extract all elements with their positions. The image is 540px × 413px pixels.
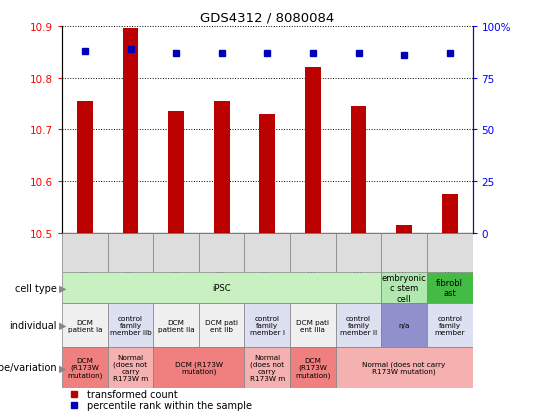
Bar bbox=[381, 273, 427, 304]
Text: Normal (does not carry
R173W mutation): Normal (does not carry R173W mutation) bbox=[362, 361, 446, 375]
Text: control
family
member: control family member bbox=[434, 315, 465, 335]
Bar bbox=[107, 304, 153, 347]
Bar bbox=[381, 233, 427, 273]
Text: iPSC: iPSC bbox=[212, 284, 231, 292]
Text: individual: individual bbox=[9, 320, 57, 330]
Bar bbox=[123, 29, 138, 233]
Bar bbox=[290, 304, 336, 347]
Bar bbox=[77, 102, 93, 233]
Text: control
family
member IIb: control family member IIb bbox=[110, 315, 151, 335]
Text: Normal
(does not
carry
R173W m: Normal (does not carry R173W m bbox=[249, 354, 285, 381]
Text: ▶: ▶ bbox=[59, 363, 67, 373]
Bar bbox=[245, 233, 290, 273]
Bar bbox=[107, 347, 153, 388]
Bar bbox=[290, 233, 336, 273]
Bar bbox=[427, 304, 472, 347]
Text: DCM
patient Ia: DCM patient Ia bbox=[68, 319, 102, 332]
Bar bbox=[396, 225, 412, 233]
Bar bbox=[62, 347, 107, 388]
Text: DCM pati
ent IIb: DCM pati ent IIb bbox=[205, 319, 238, 332]
Bar bbox=[245, 347, 290, 388]
Text: DCM
(R173W
mutation): DCM (R173W mutation) bbox=[67, 357, 103, 378]
Bar bbox=[168, 112, 184, 233]
Bar bbox=[336, 304, 381, 347]
Bar bbox=[62, 233, 107, 273]
Text: genotype/variation: genotype/variation bbox=[0, 363, 57, 373]
Bar bbox=[350, 107, 367, 233]
Text: embryonic
c stem
cell: embryonic c stem cell bbox=[382, 273, 427, 303]
Text: control
family
member II: control family member II bbox=[340, 315, 377, 335]
Text: cell type: cell type bbox=[15, 283, 57, 293]
Text: DCM
patient IIa: DCM patient IIa bbox=[158, 319, 194, 332]
Bar bbox=[199, 233, 245, 273]
Text: control
family
member I: control family member I bbox=[250, 315, 285, 335]
Bar bbox=[153, 233, 199, 273]
Bar bbox=[214, 102, 230, 233]
Bar bbox=[199, 304, 245, 347]
Bar bbox=[336, 233, 381, 273]
Bar bbox=[153, 347, 245, 388]
Text: ▶: ▶ bbox=[59, 320, 67, 330]
Bar bbox=[62, 304, 107, 347]
Text: transformed count: transformed count bbox=[87, 389, 178, 399]
Bar bbox=[336, 347, 472, 388]
Bar bbox=[427, 273, 472, 304]
Bar bbox=[427, 233, 472, 273]
Text: Normal
(does not
carry
R173W m: Normal (does not carry R173W m bbox=[113, 354, 148, 381]
Text: n/a: n/a bbox=[399, 322, 410, 328]
Text: DCM
(R173W
mutation): DCM (R173W mutation) bbox=[295, 357, 330, 378]
Text: DCM (R173W
mutation): DCM (R173W mutation) bbox=[175, 361, 223, 375]
Bar bbox=[381, 304, 427, 347]
Title: GDS4312 / 8080084: GDS4312 / 8080084 bbox=[200, 11, 334, 24]
Bar bbox=[305, 68, 321, 233]
Text: DCM pati
ent IIIa: DCM pati ent IIIa bbox=[296, 319, 329, 332]
Bar bbox=[442, 195, 458, 233]
Bar bbox=[290, 347, 336, 388]
Bar bbox=[245, 304, 290, 347]
Text: fibrobl
ast: fibrobl ast bbox=[436, 278, 463, 298]
Bar bbox=[107, 233, 153, 273]
Bar bbox=[62, 273, 381, 304]
Bar bbox=[153, 304, 199, 347]
Text: ▶: ▶ bbox=[59, 283, 67, 293]
Text: percentile rank within the sample: percentile rank within the sample bbox=[87, 400, 252, 410]
Bar bbox=[259, 115, 275, 233]
